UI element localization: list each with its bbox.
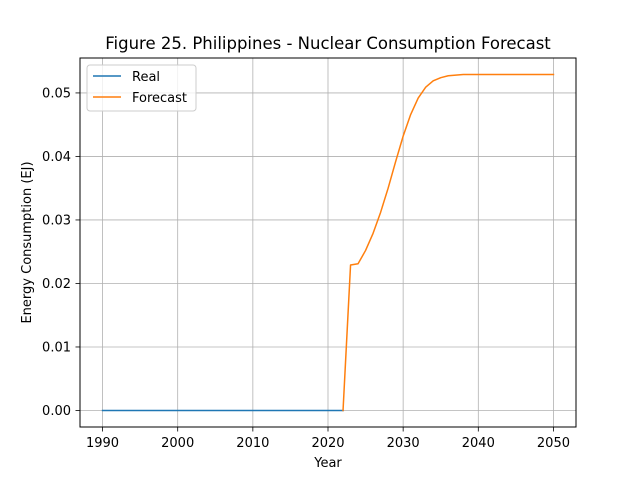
chart-title: Figure 25. Philippines - Nuclear Consump… [105,34,551,53]
x-tick-label: 1990 [86,436,119,451]
x-tick-label: 2030 [387,436,420,451]
legend-label-real: Real [132,70,160,85]
series-layer [101,73,555,412]
y-tick-label: 0.02 [42,277,71,292]
x-tick-label: 2050 [537,436,570,451]
x-tick-label: 2000 [161,436,194,451]
y-tick-label: 0.03 [42,213,71,228]
legend-label-forecast: Forecast [132,91,187,106]
y-axis-label: Energy Consumption (EJ) [20,161,35,323]
legend: Real Forecast [86,64,197,112]
x-tick-label: 2040 [462,436,495,451]
y-tick-label: 0.04 [42,150,71,165]
x-axis-label: Year [313,456,342,471]
y-tick-label: 0.01 [42,340,71,355]
y-tick-label: 0.05 [42,86,71,101]
x-tick-label: 2010 [236,436,269,451]
x-tick-label: 2020 [311,436,344,451]
series-line-forecast [342,73,555,412]
grid-layer [80,58,576,427]
ticks-layer: 1990 2000 2010 2020 2030 2040 2050 0.00 0.01 0.02… [42,86,570,451]
y-tick-label: 0.00 [42,404,71,419]
